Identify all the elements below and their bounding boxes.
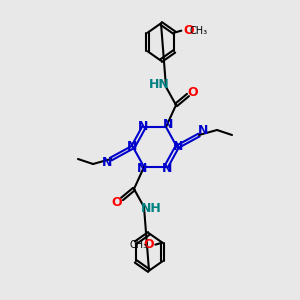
Text: N: N xyxy=(198,124,208,137)
Text: N: N xyxy=(127,140,137,154)
Text: O: O xyxy=(112,196,122,208)
Text: HN: HN xyxy=(148,79,170,92)
Text: O: O xyxy=(183,24,194,37)
Text: NH: NH xyxy=(141,202,161,215)
Text: N: N xyxy=(137,163,147,176)
Text: CH₃: CH₃ xyxy=(189,26,207,36)
Text: O: O xyxy=(188,85,198,98)
Text: N: N xyxy=(162,161,172,175)
Text: N: N xyxy=(173,140,183,154)
Text: N: N xyxy=(102,157,112,169)
Text: O: O xyxy=(143,238,154,251)
Text: N: N xyxy=(138,119,148,133)
Text: CH₃: CH₃ xyxy=(129,240,147,250)
Text: N: N xyxy=(163,118,173,131)
